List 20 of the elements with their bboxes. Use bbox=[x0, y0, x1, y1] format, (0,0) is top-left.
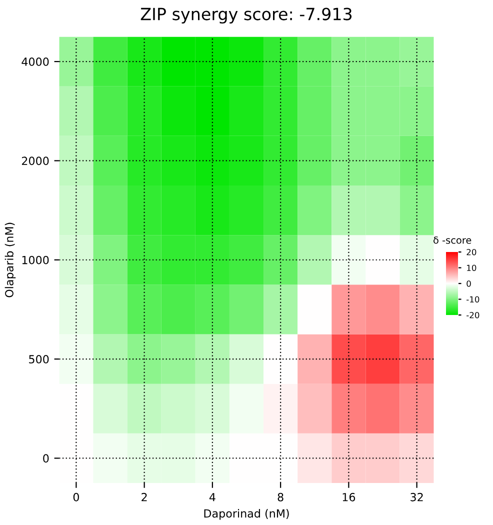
color-bar-label: -20 bbox=[466, 312, 480, 318]
x-tick-label: 8 bbox=[278, 492, 284, 502]
y-tick-label: 2000 bbox=[22, 156, 49, 166]
color-bar-label: 10 bbox=[467, 264, 476, 272]
color-bar-title: δ -score bbox=[434, 236, 472, 244]
x-tick-label: 0 bbox=[73, 492, 79, 502]
x-tick-label: 32 bbox=[410, 492, 423, 502]
color-bar-label: 20 bbox=[466, 248, 476, 256]
x-axis-title: Daporinad (nM) bbox=[204, 509, 289, 520]
color-bar-label: 0 bbox=[466, 280, 471, 287]
y-tick-label: 4000 bbox=[22, 58, 49, 66]
y-tick-label: 0 bbox=[43, 454, 49, 463]
chart-title: ZIP synergy score: -7.913 bbox=[140, 8, 352, 24]
y-tick-label: 1000 bbox=[22, 256, 49, 264]
y-tick-label: 500 bbox=[29, 355, 49, 364]
color-bar-label: -10 bbox=[466, 296, 480, 303]
x-tick-label: 4 bbox=[209, 493, 216, 502]
y-axis-title: Olaparib (nM) bbox=[4, 222, 16, 298]
x-tick-label: 2 bbox=[142, 492, 147, 502]
x-tick-label: 16 bbox=[342, 492, 356, 502]
